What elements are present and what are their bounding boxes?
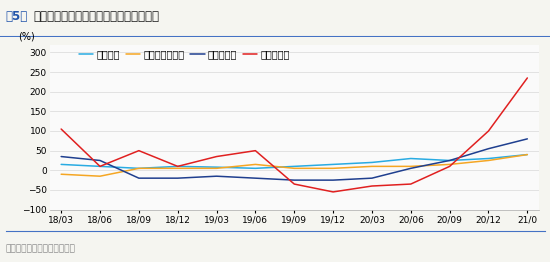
新能源汽车 — [408, 182, 414, 185]
Text: 图5：: 图5： — [6, 10, 28, 23]
集成电路 — [135, 167, 142, 170]
新能源汽车 — [330, 190, 337, 193]
Text: 资料来源：安信证券研究中心: 资料来源：安信证券研究中心 — [6, 245, 75, 254]
集成电路 — [97, 165, 103, 168]
微型电子计算机 — [252, 163, 258, 166]
Line: 微型电子计算机: 微型电子计算机 — [61, 155, 527, 176]
集成电路 — [368, 161, 375, 164]
工业机器人 — [524, 137, 531, 140]
微型电子计算机 — [368, 165, 375, 168]
集成电路 — [408, 157, 414, 160]
Line: 工业机器人: 工业机器人 — [61, 139, 527, 180]
Text: 部分细分工业领域产品产量同比增速较高: 部分细分工业领域产品产量同比增速较高 — [33, 10, 159, 23]
工业机器人 — [252, 177, 258, 180]
集成电路 — [213, 166, 220, 169]
新能源汽车 — [368, 184, 375, 188]
工业机器人 — [174, 177, 181, 180]
新能源汽车 — [447, 165, 453, 168]
微型电子计算机 — [524, 153, 531, 156]
集成电路 — [447, 159, 453, 162]
工业机器人 — [408, 167, 414, 170]
工业机器人 — [368, 177, 375, 180]
新能源汽车 — [58, 127, 64, 130]
新能源汽车 — [485, 129, 492, 133]
新能源汽车 — [174, 165, 181, 168]
工业机器人 — [330, 179, 337, 182]
微型电子计算机 — [213, 167, 220, 170]
工业机器人 — [135, 177, 142, 180]
工业机器人 — [213, 174, 220, 178]
微型电子计算机 — [485, 159, 492, 162]
微型电子计算机 — [408, 165, 414, 168]
微型电子计算机 — [330, 167, 337, 170]
Text: (%): (%) — [18, 31, 35, 41]
工业机器人 — [97, 159, 103, 162]
集成电路 — [524, 153, 531, 156]
集成电路 — [58, 163, 64, 166]
工业机器人 — [291, 179, 298, 182]
新能源汽车 — [291, 182, 298, 185]
Line: 集成电路: 集成电路 — [61, 155, 527, 168]
工业机器人 — [58, 155, 64, 158]
集成电路 — [485, 157, 492, 160]
新能源汽车 — [135, 149, 142, 152]
微型电子计算机 — [174, 167, 181, 170]
集成电路 — [330, 163, 337, 166]
工业机器人 — [447, 159, 453, 162]
工业机器人 — [485, 147, 492, 150]
新能源汽车 — [524, 77, 531, 80]
新能源汽车 — [97, 165, 103, 168]
集成电路 — [174, 165, 181, 168]
Legend: 集成电路, 微型电子计算机, 工业机器人, 新能源汽车: 集成电路, 微型电子计算机, 工业机器人, 新能源汽车 — [79, 50, 290, 59]
微型电子计算机 — [135, 167, 142, 170]
微型电子计算机 — [447, 163, 453, 166]
Line: 新能源汽车: 新能源汽车 — [61, 78, 527, 192]
集成电路 — [291, 165, 298, 168]
集成电路 — [252, 167, 258, 170]
微型电子计算机 — [58, 173, 64, 176]
微型电子计算机 — [97, 174, 103, 178]
新能源汽车 — [213, 155, 220, 158]
新能源汽车 — [252, 149, 258, 152]
微型电子计算机 — [291, 167, 298, 170]
